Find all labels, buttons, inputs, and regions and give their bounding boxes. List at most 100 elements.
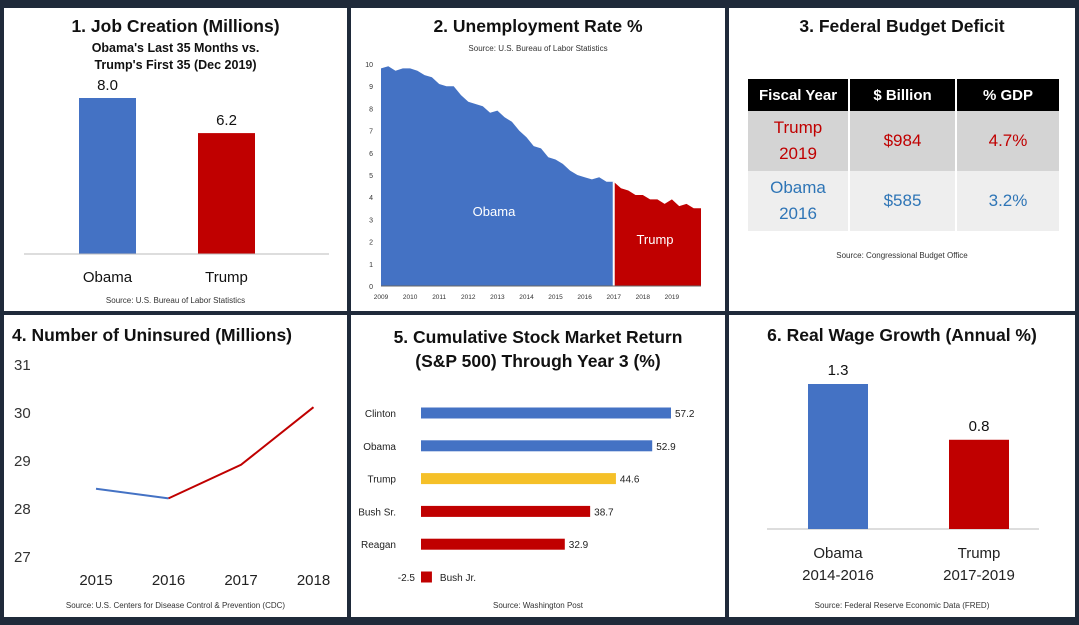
billion-cell: $585 xyxy=(849,171,957,231)
category-label: 2014-2016 xyxy=(802,567,874,584)
job-creation-source: Source: U.S. Bureau of Labor Statistics xyxy=(105,296,246,305)
y-tick-label: 9 xyxy=(369,84,373,91)
data-label: 44.6 xyxy=(620,475,640,486)
unemployment-source: Source: U.S. Bureau of Labor Statistics xyxy=(468,44,608,53)
year-cell: Trump 2019 xyxy=(748,111,850,171)
job-creation-panel: 1. Job Creation (Millions) Obama's Last … xyxy=(4,8,347,311)
data-label: 6.2 xyxy=(216,112,237,129)
table-header-row: Fiscal Year $ Billion % GDP xyxy=(748,79,1059,111)
y-tick-label: 31 xyxy=(14,357,31,374)
stock-market-panel: 5. Cumulative Stock Market Return (S&P 5… xyxy=(351,315,725,617)
bar xyxy=(421,407,671,419)
uninsured-title: 4. Number of Uninsured (Millions) xyxy=(12,325,293,345)
obama-area-label: Obama xyxy=(473,204,516,219)
year-cell-year: 2019 xyxy=(779,144,817,163)
area-series-obama xyxy=(381,66,614,286)
y-tick-label: 4 xyxy=(369,195,373,202)
y-tick-label: 5 xyxy=(369,173,373,180)
year-cell-president: Obama xyxy=(770,178,826,197)
job-creation-chart: 8.0 Obama 6.2 Trump xyxy=(24,77,329,286)
bar xyxy=(421,440,653,452)
budget-deficit-table: Fiscal Year $ Billion % GDP Trump 2019 $… xyxy=(748,79,1059,231)
unemployment-panel: 2. Unemployment Rate % Source: U.S. Bure… xyxy=(351,8,725,311)
stock-market-title-line-2: (S&P 500) Through Year 3 (%) xyxy=(415,351,661,371)
category-label: Trump xyxy=(958,545,1001,562)
x-tick-label: 2018 xyxy=(297,572,330,589)
stock-market-title: 5. Cumulative Stock Market Return (S&P 5… xyxy=(351,325,725,373)
table-row: Trump 2019 $984 4.7% xyxy=(748,111,1059,171)
x-tick-label: 2014 xyxy=(519,294,534,301)
y-tick-label: 3 xyxy=(369,217,373,224)
category-label: Reagan xyxy=(361,540,396,551)
year-cell-year: 2016 xyxy=(779,204,817,223)
category-label: Bush Sr. xyxy=(358,507,396,518)
category-label: 2017-2019 xyxy=(943,567,1015,584)
uninsured-source: Source: U.S. Centers for Disease Control… xyxy=(65,601,286,610)
data-label: 57.2 xyxy=(675,409,695,420)
bar xyxy=(421,571,432,583)
job-creation-title: 1. Job Creation (Millions) xyxy=(71,16,280,36)
stock-market-title-line-1: 5. Cumulative Stock Market Return xyxy=(393,327,683,347)
year-cell-president: Trump xyxy=(773,118,823,137)
line-series-obama xyxy=(95,487,169,500)
y-tick-label: 2 xyxy=(369,240,373,247)
x-tick-label: 2012 xyxy=(461,294,476,301)
data-label: -2.5 xyxy=(398,573,416,584)
x-tick-label: 2019 xyxy=(665,294,680,301)
budget-deficit-panel: 3. Federal Budget Deficit Fiscal Year $ … xyxy=(729,8,1075,311)
budget-deficit-title: 3. Federal Budget Deficit xyxy=(799,16,1005,36)
unemployment-chart: Obama Trump 0 1 2 3 4 5 6 7 8 9 10 2009 2010 2011 2012 20… xyxy=(365,62,701,301)
budget-deficit-source: Source: Congressional Budget Office xyxy=(836,251,968,260)
data-label: 38.7 xyxy=(594,507,614,518)
x-tick-label: 2010 xyxy=(403,294,418,301)
x-tick-label: 2015 xyxy=(548,294,563,301)
category-label: Obama xyxy=(363,442,396,453)
data-label: 0.8 xyxy=(969,418,990,435)
x-tick-label: 2009 xyxy=(374,294,389,301)
y-tick-label: 27 xyxy=(14,549,31,566)
table-row: Obama 2016 $585 3.2% xyxy=(748,171,1059,231)
x-tick-label: 2016 xyxy=(152,572,185,589)
data-label: 52.9 xyxy=(656,442,676,453)
gdp-cell: 4.7% xyxy=(956,111,1059,171)
x-tick-label: 2018 xyxy=(636,294,651,301)
job-creation-subtitle-2: Trump's First 35 (Dec 2019) xyxy=(94,58,257,72)
bar xyxy=(198,133,255,254)
wage-growth-title: 6. Real Wage Growth (Annual %) xyxy=(767,325,1037,345)
bar xyxy=(421,473,616,485)
bar xyxy=(421,505,591,517)
bar xyxy=(421,538,565,550)
uninsured-chart: 27 28 29 30 31 2015 2016 2017 2018 xyxy=(14,357,330,589)
year-cell: Obama 2016 xyxy=(748,171,850,231)
bar xyxy=(949,439,1009,529)
y-tick-label: 7 xyxy=(369,129,373,136)
bar xyxy=(79,98,136,254)
x-tick-label: 2013 xyxy=(490,294,505,301)
gdp-cell: 3.2% xyxy=(956,171,1059,231)
y-tick-label: 30 xyxy=(14,405,31,422)
y-tick-label: 10 xyxy=(365,62,373,69)
x-tick-label: 2016 xyxy=(577,294,592,301)
y-tick-label: 8 xyxy=(369,106,373,113)
trump-area-label: Trump xyxy=(636,232,673,247)
y-tick-label: 28 xyxy=(14,501,31,518)
category-label: Obama xyxy=(813,545,863,562)
wage-growth-chart: 1.3 Obama 2014-2016 0.8 Trump 2017-2019 xyxy=(767,362,1039,584)
header-gdp: % GDP xyxy=(956,79,1059,111)
header-billion: $ Billion xyxy=(849,79,957,111)
y-tick-label: 1 xyxy=(369,262,373,269)
category-label: Bush Jr. xyxy=(440,573,476,584)
stock-market-source: Source: Washington Post xyxy=(493,601,583,610)
line-series-trump xyxy=(168,406,315,500)
bar xyxy=(808,384,868,529)
unemployment-title: 2. Unemployment Rate % xyxy=(433,16,643,36)
stock-market-chart: Clinton 57.2 Obama 52.9 Trump 44.6 Bush Sr. 38.… xyxy=(358,407,695,584)
x-tick-label: 2017 xyxy=(224,572,257,589)
data-label: 32.9 xyxy=(569,540,589,551)
y-tick-label: 29 xyxy=(14,453,31,470)
wage-growth-source: Source: Federal Reserve Economic Data (F… xyxy=(814,601,990,610)
x-tick-label: 2017 xyxy=(606,294,621,301)
job-creation-subtitle-1: Obama's Last 35 Months vs. xyxy=(91,41,260,55)
uninsured-panel: 4. Number of Uninsured (Millions) 27 28 29… xyxy=(4,315,347,617)
category-label: Trump xyxy=(367,475,396,486)
